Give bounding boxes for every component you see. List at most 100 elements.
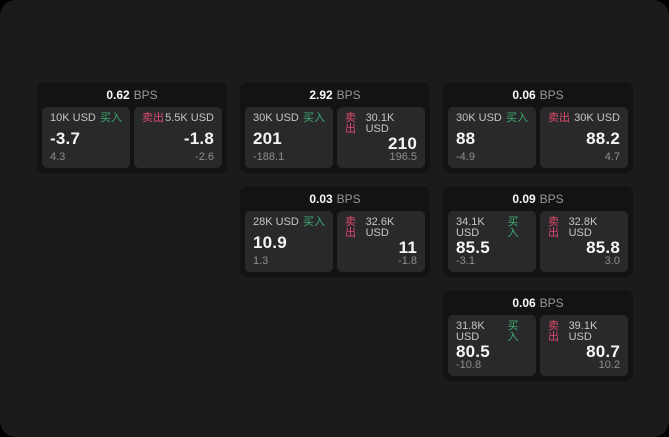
buy-side-label: 买入 <box>506 112 528 124</box>
quote-panels: 31.8K USD 买入 80.5 -10.8 卖出 39.1K USD 80.… <box>443 315 633 381</box>
panel-top: 30K USD 买入 <box>253 113 325 124</box>
sell-side-label: 卖出 <box>548 320 559 343</box>
quote-card-3: 0.06 BPS 30K USD 买入 88 -4.9 卖出 <box>443 82 633 173</box>
sell-price: 11 <box>398 238 417 257</box>
bps-value: 0.03 <box>309 191 333 206</box>
sell-size: 30K USD <box>574 112 620 124</box>
buy-change: 1.3 <box>253 255 269 267</box>
sell-quote-panel[interactable]: 卖出 30.1K USD 210 196.5 <box>337 107 425 168</box>
quote-panels: 10K USD 买入 -3.7 4.3 卖出 5.5K USD -1.8 -2.… <box>37 107 227 173</box>
sell-size: 5.5K USD <box>165 112 214 124</box>
sell-side-label: 卖出 <box>548 112 570 124</box>
buy-change: 4.3 <box>50 151 66 163</box>
bps-value: 0.06 <box>512 295 536 310</box>
panel-top: 10K USD 买入 <box>50 113 122 124</box>
buy-side-label: 买入 <box>507 320 519 343</box>
panel-top: 34.1K USD 买入 <box>456 217 528 239</box>
buy-quote-panel[interactable]: 34.1K USD 买入 85.5 -3.1 <box>448 211 536 272</box>
buy-change: -188.1 <box>253 151 285 163</box>
sell-size: 39.1K USD <box>568 320 598 343</box>
sell-price: -1.8 <box>183 128 214 148</box>
buy-side-label: 买入 <box>303 216 325 228</box>
card-header: 0.62 BPS <box>37 82 227 107</box>
buy-quote-panel[interactable]: 30K USD 买入 201 -188.1 <box>245 107 333 168</box>
buy-quote-panel[interactable]: 31.8K USD 买入 80.5 -10.8 <box>448 315 536 376</box>
quote-card-6: 0.06 BPS 31.8K USD 买入 80.5 -10.8 卖 <box>443 290 633 381</box>
buy-side-label: 买入 <box>100 112 122 124</box>
quote-panels: 34.1K USD 买入 85.5 -3.1 卖出 32.8K USD 85.8… <box>443 211 633 277</box>
buy-size: 28K USD <box>253 216 299 228</box>
sell-change: -1.8 <box>398 255 417 267</box>
buy-size: 30K USD <box>253 112 299 124</box>
sell-change: 4.7 <box>604 151 620 163</box>
sell-quote-panel[interactable]: 卖出 5.5K USD -1.8 -2.6 <box>134 107 222 168</box>
buy-side-label: 买入 <box>303 112 325 124</box>
buy-size: 34.1K USD <box>456 216 485 239</box>
quote-card-4: 0.03 BPS 28K USD 买入 10.9 1.3 卖出 <box>240 186 430 277</box>
panel-top: 卖出 5.5K USD <box>142 113 214 124</box>
bps-value: 2.92 <box>309 87 333 102</box>
buy-side-label: 买入 <box>507 216 519 239</box>
quote-panels: 28K USD 买入 10.9 1.3 卖出 32.6K USD 11 -1.8 <box>240 211 430 277</box>
sell-size: 32.8K USD <box>568 216 598 239</box>
panel-top: 卖出 39.1K USD <box>548 321 620 343</box>
buy-size: 10K USD <box>50 112 96 124</box>
quote-card-5: 0.09 BPS 34.1K USD 买入 85.5 -3.1 卖出 <box>443 186 633 277</box>
buy-size: 31.8K USD <box>456 320 485 343</box>
panel-top: 卖出 32.6K USD <box>345 217 417 239</box>
panel-top: 31.8K USD 买入 <box>456 321 528 343</box>
buy-price: -3.7 <box>50 128 81 148</box>
sell-size: 30.1K USD <box>365 112 395 135</box>
buy-quote-panel[interactable]: 28K USD 买入 10.9 1.3 <box>245 211 333 272</box>
sell-change: -2.6 <box>195 151 214 163</box>
sell-change: 196.5 <box>389 151 417 163</box>
sell-price: 210 <box>388 134 417 153</box>
sell-size: 32.6K USD <box>365 216 395 239</box>
panel-top: 28K USD 买入 <box>253 217 325 228</box>
sell-price: 80.7 <box>586 342 620 361</box>
card-header: 0.09 BPS <box>443 186 633 211</box>
buy-size: 30K USD <box>456 112 502 124</box>
sell-change: 10.2 <box>598 359 620 371</box>
panel-top: 30K USD 买入 <box>456 113 528 124</box>
bps-label: BPS <box>133 87 158 102</box>
sell-quote-panel[interactable]: 卖出 30K USD 88.2 4.7 <box>540 107 628 168</box>
quote-panels: 30K USD 买入 201 -188.1 卖出 30.1K USD 210 1… <box>240 107 430 173</box>
buy-change: -3.1 <box>456 255 475 267</box>
buy-quote-panel[interactable]: 10K USD 买入 -3.7 4.3 <box>42 107 130 168</box>
bps-value: 0.09 <box>512 191 536 206</box>
sell-price: 88.2 <box>586 128 620 148</box>
buy-price: 88 <box>456 128 476 148</box>
sell-side-label: 卖出 <box>345 216 356 239</box>
sell-side-label: 卖出 <box>142 112 164 124</box>
bps-label: BPS <box>336 87 361 102</box>
card-header: 0.06 BPS <box>443 290 633 315</box>
bps-label: BPS <box>539 87 564 102</box>
panel-top: 卖出 30.1K USD <box>345 113 417 135</box>
quote-card-1: 0.62 BPS 10K USD 买入 -3.7 4.3 卖出 <box>37 82 227 173</box>
card-header: 0.06 BPS <box>443 82 633 107</box>
card-header: 0.03 BPS <box>240 186 430 211</box>
sell-quote-panel[interactable]: 卖出 32.6K USD 11 -1.8 <box>337 211 425 272</box>
bps-label: BPS <box>539 295 564 310</box>
buy-quote-panel[interactable]: 30K USD 买入 88 -4.9 <box>448 107 536 168</box>
sell-quote-panel[interactable]: 卖出 32.8K USD 85.8 3.0 <box>540 211 628 272</box>
buy-price: 80.5 <box>456 342 490 361</box>
panel-top: 卖出 30K USD <box>548 113 620 124</box>
bps-value: 0.62 <box>106 87 130 102</box>
sell-side-label: 卖出 <box>345 112 356 135</box>
bps-label: BPS <box>336 191 361 206</box>
buy-price: 10.9 <box>253 232 287 252</box>
quote-card-grid: 0.62 BPS 10K USD 买入 -3.7 4.3 卖出 <box>37 82 633 381</box>
buy-price: 201 <box>253 128 282 148</box>
sell-price: 85.8 <box>586 238 620 257</box>
buy-change: -4.9 <box>456 151 475 163</box>
sell-quote-panel[interactable]: 卖出 39.1K USD 80.7 10.2 <box>540 315 628 376</box>
quote-panels: 30K USD 买入 88 -4.9 卖出 30K USD 88.2 4.7 <box>443 107 633 173</box>
panel-top: 卖出 32.8K USD <box>548 217 620 239</box>
bps-label: BPS <box>539 191 564 206</box>
quote-card-2: 2.92 BPS 30K USD 买入 201 -188.1 卖出 <box>240 82 430 173</box>
buy-change: -10.8 <box>456 359 482 371</box>
